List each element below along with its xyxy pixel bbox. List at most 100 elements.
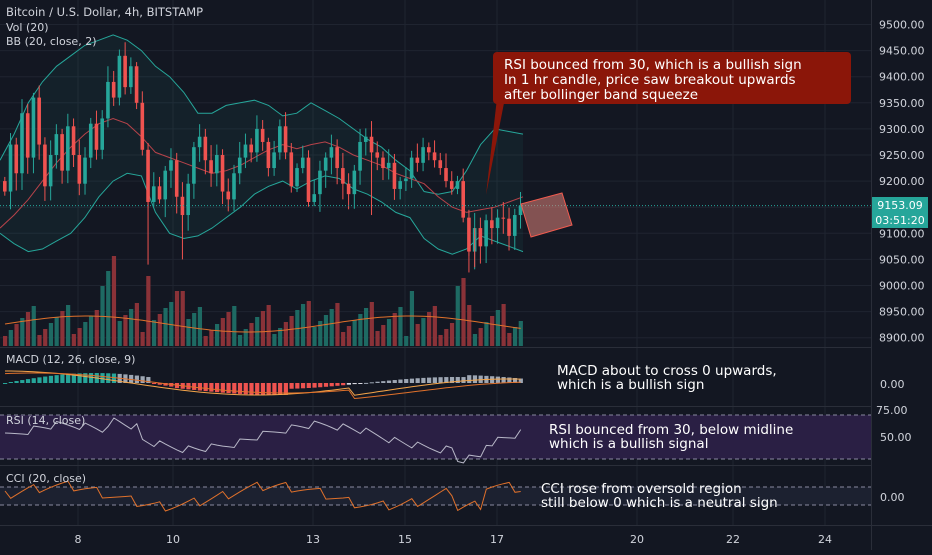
- candle-body[interactable]: [111, 81, 116, 98]
- candle-body[interactable]: [427, 147, 431, 153]
- candle-body[interactable]: [449, 181, 454, 189]
- countdown-tag[interactable]: [872, 213, 928, 228]
- candle-body[interactable]: [369, 136, 374, 153]
- candle-body[interactable]: [20, 113, 24, 174]
- cci-axis[interactable]: 0.00: [880, 491, 905, 504]
- rsi-pane[interactable]: [0, 414, 871, 464]
- candle-body[interactable]: [117, 55, 122, 98]
- candle-body[interactable]: [209, 160, 213, 174]
- macd-legend[interactable]: MACD (12, 26, close, 9): [6, 353, 135, 366]
- candle-body[interactable]: [25, 113, 30, 158]
- candle-body[interactable]: [146, 149, 150, 202]
- candle-body[interactable]: [169, 160, 173, 171]
- candle-body[interactable]: [392, 162, 397, 189]
- candle-body[interactable]: [438, 160, 443, 169]
- last-price-tag[interactable]: [872, 197, 928, 213]
- candle-body[interactable]: [129, 66, 133, 88]
- candle-body[interactable]: [157, 186, 162, 200]
- candle-body[interactable]: [335, 147, 339, 169]
- candle-body[interactable]: [71, 126, 76, 155]
- candle-body[interactable]: [203, 136, 208, 161]
- candle-body[interactable]: [467, 217, 471, 252]
- candle-body[interactable]: [381, 157, 385, 169]
- candle-body[interactable]: [329, 147, 334, 158]
- macd-signal-line[interactable]: [4, 372, 521, 400]
- cci-pane[interactable]: [0, 480, 871, 512]
- rsi-line[interactable]: [4, 417, 522, 464]
- candle-body[interactable]: [226, 191, 231, 200]
- candle-body[interactable]: [404, 178, 408, 182]
- chart-title[interactable]: Bitcoin / U.S. Dollar, 4h, BITSTAMP: [6, 5, 203, 19]
- candle-body[interactable]: [151, 186, 156, 202]
- bollinger-legend[interactable]: BB (20, close, 2): [6, 35, 97, 48]
- candle-body[interactable]: [346, 183, 351, 195]
- candle-body[interactable]: [295, 168, 299, 187]
- rsi-axis[interactable]: 75.00 50.00: [876, 404, 912, 444]
- candle-body[interactable]: [300, 157, 305, 169]
- candle-body[interactable]: [100, 118, 105, 150]
- bollinger-lower-band[interactable]: [0, 172, 524, 255]
- cci-legend[interactable]: CCI (20, close): [6, 472, 86, 485]
- candle-body[interactable]: [490, 220, 494, 229]
- candle-body[interactable]: [306, 157, 311, 202]
- candle-body[interactable]: [495, 217, 500, 229]
- candle-body[interactable]: [134, 66, 139, 103]
- candle-body[interactable]: [37, 97, 41, 145]
- candle-body[interactable]: [180, 196, 185, 216]
- bollinger-basis[interactable]: [0, 117, 524, 229]
- projection-box[interactable]: [520, 192, 573, 238]
- candle-body[interactable]: [66, 126, 70, 171]
- candle-body[interactable]: [455, 181, 460, 189]
- candle-body[interactable]: [415, 157, 420, 163]
- candle-body[interactable]: [83, 157, 87, 184]
- candle-body[interactable]: [461, 181, 465, 218]
- candle-body[interactable]: [518, 205, 523, 216]
- candle-body[interactable]: [409, 157, 414, 179]
- candlesticks[interactable]: [3, 42, 523, 273]
- candle-body[interactable]: [249, 144, 253, 153]
- candle-body[interactable]: [484, 220, 488, 247]
- macd-line[interactable]: [5, 370, 521, 396]
- candle-body[interactable]: [220, 155, 225, 192]
- candle-body[interactable]: [48, 155, 53, 187]
- candle-body[interactable]: [352, 170, 357, 195]
- candle-body[interactable]: [375, 152, 380, 158]
- candle-body[interactable]: [312, 194, 317, 202]
- candle-body[interactable]: [478, 228, 483, 247]
- candle-body[interactable]: [266, 141, 271, 169]
- candle-body[interactable]: [215, 155, 219, 174]
- candle-body[interactable]: [8, 144, 13, 192]
- macd-pane[interactable]: [3, 370, 523, 400]
- rsi-legend[interactable]: RSI (14, close): [6, 414, 85, 427]
- candle-body[interactable]: [43, 144, 47, 187]
- candle-body[interactable]: [77, 155, 82, 184]
- candle-body[interactable]: [106, 81, 110, 119]
- candle-body[interactable]: [237, 157, 242, 174]
- candle-body[interactable]: [174, 160, 179, 197]
- candle-body[interactable]: [444, 168, 448, 182]
- candle-body[interactable]: [358, 141, 362, 171]
- candle-body[interactable]: [272, 152, 276, 169]
- candle-body[interactable]: [341, 168, 345, 184]
- bollinger-upper-band[interactable]: [0, 34, 524, 195]
- candle-body[interactable]: [60, 134, 64, 171]
- candle-body[interactable]: [232, 173, 236, 200]
- candle-body[interactable]: [278, 126, 282, 153]
- candle-body[interactable]: [501, 217, 506, 219]
- candle-body[interactable]: [88, 123, 93, 158]
- candle-body[interactable]: [512, 215, 517, 236]
- candle-body[interactable]: [243, 144, 248, 158]
- candle-body[interactable]: [421, 147, 425, 163]
- candle-body[interactable]: [507, 218, 511, 236]
- candle-body[interactable]: [283, 126, 288, 153]
- candle-body[interactable]: [192, 147, 196, 184]
- cci-line[interactable]: [4, 480, 521, 512]
- candle-body[interactable]: [54, 134, 59, 155]
- candle-body[interactable]: [289, 152, 294, 187]
- candle-body[interactable]: [163, 170, 168, 200]
- candle-body[interactable]: [94, 123, 99, 150]
- candle-body[interactable]: [186, 183, 190, 216]
- candle-body[interactable]: [140, 102, 145, 150]
- macd-axis[interactable]: 0.00: [880, 378, 905, 391]
